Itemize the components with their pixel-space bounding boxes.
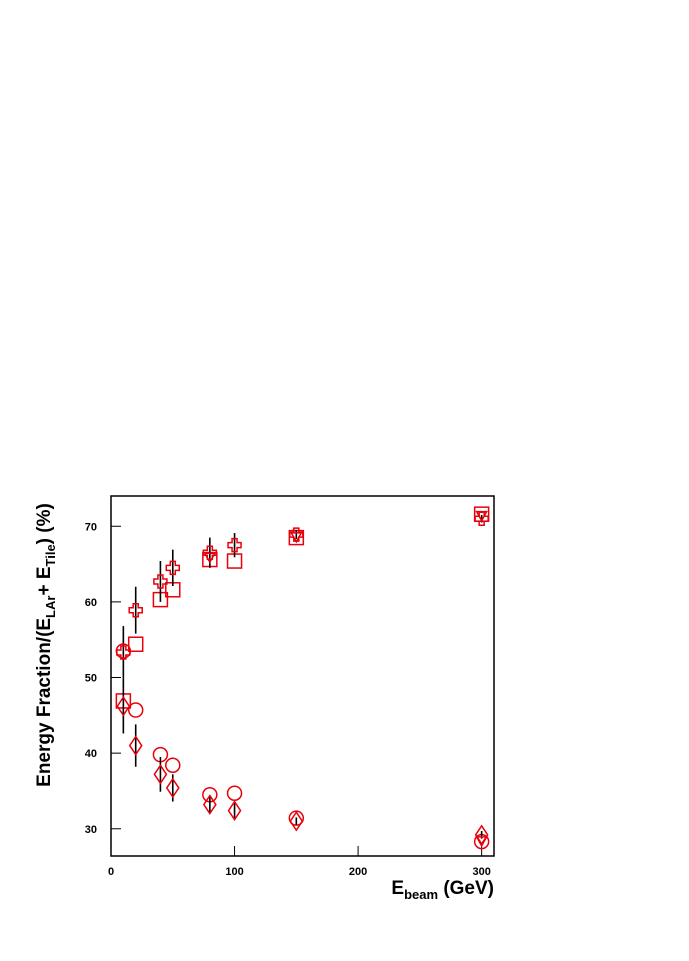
label-part: E	[391, 878, 404, 899]
marker-cross	[128, 602, 143, 618]
marker-circle	[127, 702, 144, 718]
label-part: ) (%)	[34, 503, 55, 544]
label-subscript: beam	[404, 887, 438, 902]
marker-triangle-down	[290, 532, 303, 544]
marker-circle	[115, 643, 132, 659]
label-part: + E	[34, 566, 55, 595]
marker-cross	[165, 560, 181, 576]
marker-diamond	[474, 824, 489, 846]
marker-circle	[226, 785, 243, 801]
x-tick-label: 300	[472, 866, 490, 878]
marker-circle	[165, 757, 181, 773]
marker-diamond	[227, 800, 242, 821]
label-subscript: Tile	[43, 544, 58, 566]
marker-triangle-down	[203, 552, 217, 564]
marker-diamond	[165, 777, 180, 799]
marker-square	[127, 636, 144, 652]
y-tick-label: 30	[85, 824, 97, 836]
x-tick-label: 100	[225, 866, 243, 878]
label-subscript: LAr	[43, 596, 58, 618]
y-axis-label: Energy Fraction/(ELAr+ ETile) (%)	[34, 503, 58, 787]
marker-diamond	[153, 763, 168, 785]
marker-triangle-down	[475, 510, 488, 523]
y-tick-label: 50	[85, 673, 97, 685]
marker-cross	[227, 537, 242, 553]
x-tick-label: 200	[349, 866, 367, 878]
marker-cross	[153, 574, 168, 589]
y-tick-label: 70	[85, 521, 97, 533]
marker-triangle-down	[475, 836, 488, 848]
marker-diamond	[116, 695, 131, 717]
x-tick-label: 0	[108, 866, 114, 878]
marker-diamond	[128, 735, 143, 756]
marker-diamond	[202, 794, 217, 815]
x-axis-label: Ebeam (GeV)	[391, 878, 494, 902]
y-tick-label: 40	[85, 748, 97, 760]
y-tick-label: 60	[85, 597, 97, 609]
label-part: (GeV)	[438, 878, 494, 899]
marker-cross	[289, 527, 304, 542]
plot-frame	[110, 495, 495, 857]
marker-diamond	[289, 810, 304, 832]
label-part: Energy Fraction/(E	[34, 618, 55, 787]
